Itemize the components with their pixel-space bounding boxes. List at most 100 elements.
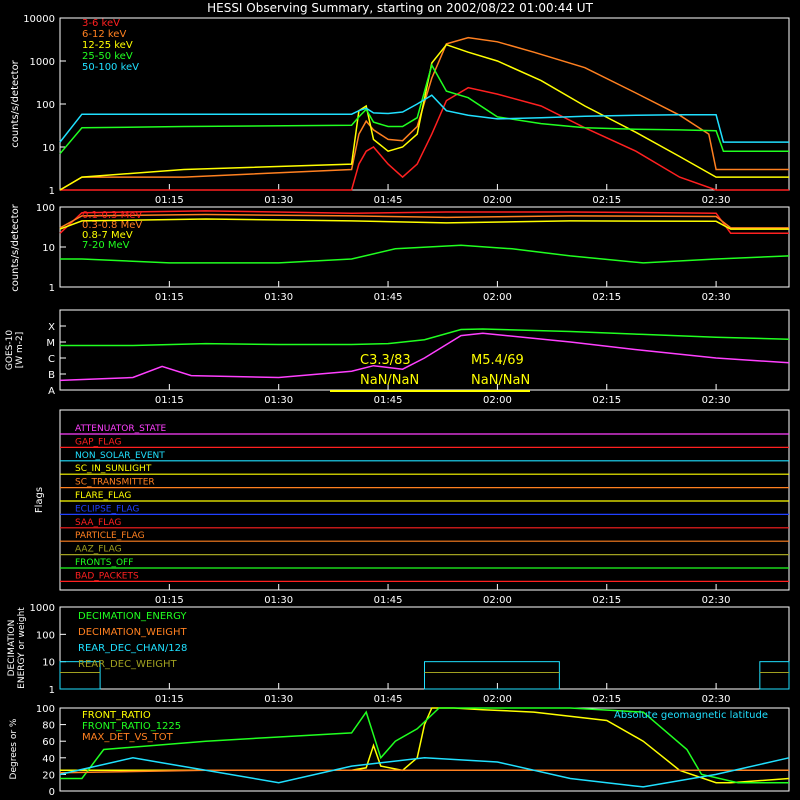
flag-label-6: ECLIPSE_FLAG bbox=[75, 504, 139, 514]
panel1-ytick-label: 1 bbox=[49, 186, 55, 197]
flag-label-4: SC_TRANSMITTER bbox=[75, 478, 155, 488]
panel5-ytick-label: 1 bbox=[49, 685, 55, 696]
panel4-xtick-label: 02:15 bbox=[592, 595, 621, 606]
flag-label-8: PARTICLE_FLAG bbox=[75, 531, 145, 541]
panel4-ylabel: Flags bbox=[34, 487, 45, 513]
panel2-ytick-label: 10 bbox=[42, 243, 55, 254]
panel1-legend-1: 6-12 keV bbox=[82, 29, 126, 40]
panel1-legend-0: 3-6 keV bbox=[82, 18, 120, 29]
panel2-series-3 bbox=[60, 244, 790, 264]
flag-label-3: SC_IN_SUNLIGHT bbox=[75, 464, 152, 474]
panel1-xtick-label: 02:00 bbox=[483, 195, 512, 206]
panel3-xtick-label: 01:30 bbox=[264, 395, 293, 406]
panel1-xtick-label: 02:30 bbox=[702, 195, 731, 206]
flag-label-1: GAP_FLAG bbox=[75, 437, 121, 447]
panel1-ytick-label: 1000 bbox=[30, 57, 55, 68]
panel1-series-1 bbox=[59, 36, 789, 191]
panel2-legend-0: 0.1-0.3 MeV bbox=[82, 210, 142, 221]
panel5-ytick-label: 1000 bbox=[30, 603, 55, 614]
flag-label-11: BAD_PACKETS bbox=[75, 571, 139, 581]
flag-label-7: SAA_FLAG bbox=[75, 518, 121, 528]
flag-label-9: AAZ_FLAG bbox=[75, 545, 122, 555]
panel1-series-4 bbox=[59, 94, 789, 143]
panel3-xtick-label: 01:45 bbox=[374, 395, 403, 406]
panel2-xtick-label: 02:00 bbox=[483, 292, 512, 303]
panel1-xtick-label: 01:15 bbox=[155, 195, 184, 206]
panel1-xtick-label: 02:15 bbox=[592, 195, 621, 206]
panel5-ylabel-line2: ENERGY or weight bbox=[17, 607, 27, 689]
panel3-series-1 bbox=[59, 332, 790, 382]
panel5-ylabel-line1: DECIMATION bbox=[7, 620, 17, 677]
panel2-xtick-label: 02:15 bbox=[592, 292, 621, 303]
flag-label-5: FLARE_FLAG bbox=[75, 491, 131, 501]
panel3-ytick-label: C bbox=[48, 354, 55, 365]
panel6-frame bbox=[59, 707, 790, 792]
panel5-xtick-label: 01:30 bbox=[264, 694, 293, 705]
flag-label-2: NON_SOLAR_EVENT bbox=[75, 451, 165, 461]
panel6-series-2 bbox=[59, 769, 789, 774]
panel5-xtick-label: 01:45 bbox=[374, 694, 403, 705]
panel3-xtick-label: 02:00 bbox=[483, 395, 512, 406]
panel2-legend-2: 0.8-7 MeV bbox=[82, 230, 133, 241]
panel2-xtick-label: 02:30 bbox=[702, 292, 731, 303]
panel2-series-2 bbox=[59, 218, 789, 230]
panel6-ytick-label: 40 bbox=[42, 754, 55, 765]
panel4-xtick-label: 01:15 bbox=[155, 595, 184, 606]
panel3-series-0 bbox=[60, 328, 790, 347]
panel3-ylabel-line2: [W m-2] bbox=[15, 332, 25, 369]
panel6-ytick-label: 80 bbox=[42, 721, 55, 732]
panel6-legend-1: FRONT_RATIO_1225 bbox=[82, 721, 181, 732]
panel6-ylabel: Degrees or % bbox=[9, 718, 19, 779]
panel1-ytick-label: 10000 bbox=[23, 14, 55, 25]
panel4-frame bbox=[59, 409, 790, 591]
panel6-right-legend: Absolute geomagnetic latitude bbox=[614, 710, 768, 721]
panel5-xtick-label: 01:15 bbox=[155, 694, 184, 705]
panel6-series-3 bbox=[59, 757, 790, 788]
panel3-xtick-label: 02:15 bbox=[592, 395, 621, 406]
goes-annotation-class-2: M5.4/69 bbox=[471, 353, 524, 368]
plot-title: HESSI Observing Summary, starting on 200… bbox=[207, 1, 593, 15]
panel1-legend-4: 50-100 keV bbox=[82, 62, 139, 73]
panel1-legend-2: 12-25 keV bbox=[82, 40, 133, 51]
panel6-ytick-label: 60 bbox=[42, 737, 55, 748]
panel5-legend-0: DECIMATION_ENERGY bbox=[78, 611, 187, 622]
decimation-rect-1 bbox=[424, 661, 560, 690]
panel2-series-1 bbox=[59, 213, 789, 229]
panel2-ytick-label: 100 bbox=[36, 203, 55, 214]
decimation-rect-0 bbox=[59, 661, 101, 690]
panel3-ytick-label: B bbox=[48, 370, 55, 381]
panel1-ylabel: counts/s/detector bbox=[10, 59, 21, 147]
panel1-xtick-label: 01:30 bbox=[264, 195, 293, 206]
panel2-legend-1: 0.3-0.8 MeV bbox=[82, 220, 142, 231]
panel1-series-3 bbox=[59, 63, 789, 155]
panel4-xtick-label: 01:45 bbox=[374, 595, 403, 606]
panel5-legend-3: REAR_DEC_WEIGHT bbox=[78, 659, 177, 670]
panel2-ylabel: counts/s/detector bbox=[10, 203, 21, 291]
panel1-series-0 bbox=[60, 86, 789, 191]
goes-annotations: C3.3/83 NaN/NaN M5.4/69 NaN/NaN bbox=[330, 353, 530, 392]
panel6-ytick-label: 20 bbox=[42, 770, 55, 781]
panel1-xtick-label: 01:45 bbox=[374, 195, 403, 206]
panel5-legend-1: DECIMATION_WEIGHT bbox=[78, 627, 187, 638]
panel6-ytick-label: 0 bbox=[49, 787, 55, 798]
panel5-ytick-label: 100 bbox=[36, 630, 55, 641]
panel5-xtick-label: 02:15 bbox=[592, 694, 621, 705]
panel1-legend-3: 25-50 keV bbox=[82, 51, 133, 62]
panel3-ytick-label: X bbox=[48, 322, 55, 333]
panel5-xtick-label: 02:30 bbox=[702, 694, 731, 705]
panel4-xtick-label: 01:30 bbox=[264, 595, 293, 606]
panel3-xtick-label: 02:30 bbox=[702, 395, 731, 406]
panel5-xtick-label: 02:00 bbox=[483, 694, 512, 705]
panel2-xtick-label: 01:45 bbox=[374, 292, 403, 303]
panel5-ytick-label: 10 bbox=[42, 658, 55, 669]
panel4-xtick-label: 02:00 bbox=[483, 595, 512, 606]
panel3-xtick-label: 01:15 bbox=[155, 395, 184, 406]
panel3-ylabel-line1: GOES-10 bbox=[5, 330, 15, 370]
panel3-ytick-label: A bbox=[48, 386, 55, 397]
panel1-ytick-label: 100 bbox=[36, 100, 55, 111]
panel3-ytick-label: M bbox=[46, 338, 55, 349]
goes-annotation-sub-2: NaN/NaN bbox=[471, 373, 530, 388]
panel4-xtick-label: 02:30 bbox=[702, 595, 731, 606]
